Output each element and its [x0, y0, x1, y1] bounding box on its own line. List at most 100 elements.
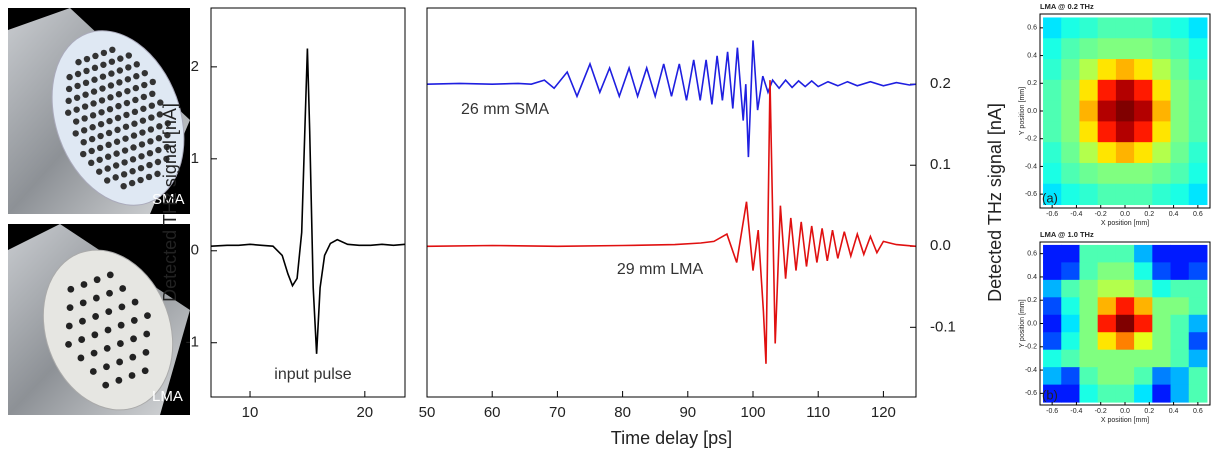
hole — [141, 367, 149, 375]
hole — [112, 162, 120, 169]
hole — [82, 91, 89, 98]
heat-cell — [1097, 121, 1117, 143]
heat-cell — [1170, 183, 1190, 206]
heat-cell — [1152, 244, 1172, 263]
heat-cell — [1043, 349, 1062, 368]
hole — [163, 143, 171, 151]
heat-cell — [1115, 59, 1135, 81]
heat-cell — [1170, 59, 1190, 81]
heat-cell — [1079, 59, 1099, 81]
hole — [90, 100, 97, 107]
heat-cell — [1188, 38, 1208, 60]
hole — [67, 285, 75, 293]
heat-cell — [1170, 367, 1190, 386]
heat-cell — [1134, 367, 1153, 386]
x-tick-label: 10 — [242, 404, 259, 421]
hole — [100, 49, 108, 57]
heat-cell — [1079, 314, 1099, 333]
heat-cell — [1152, 142, 1172, 164]
heat-cell — [1188, 59, 1208, 81]
heat-cell — [1152, 17, 1172, 39]
hole — [133, 61, 140, 68]
heat-cell — [1061, 279, 1080, 298]
y-tick-label: -0.2 — [1025, 136, 1037, 143]
heat-cell — [1097, 384, 1117, 403]
x-tick-label: 0.4 — [1169, 211, 1179, 218]
heat-cell — [1079, 79, 1099, 102]
hole — [99, 73, 107, 80]
hole — [74, 82, 81, 90]
heat-cell — [1152, 314, 1172, 333]
hole — [133, 73, 140, 80]
heat-cell — [1188, 349, 1208, 368]
hole — [116, 67, 124, 74]
series-label: 29 mm LMA — [617, 261, 704, 278]
heat-cell — [1097, 367, 1117, 386]
hole — [146, 149, 154, 157]
heat-cell — [1170, 79, 1190, 102]
heat-cell — [1097, 100, 1117, 122]
heat-cell — [1061, 17, 1080, 39]
hole — [131, 120, 138, 127]
annotation: input pulse — [274, 366, 351, 383]
heat-cell — [1079, 367, 1099, 386]
heat-cell — [1043, 38, 1062, 60]
x-tick-label: -0.4 — [1070, 408, 1082, 415]
hole — [117, 321, 125, 329]
heat-cell — [1097, 17, 1117, 39]
hole — [116, 340, 124, 347]
hole — [65, 340, 72, 348]
hole — [148, 114, 155, 121]
heat-cell — [1097, 332, 1117, 351]
x-tick-label: 120 — [871, 404, 896, 421]
x-tick-label: 0.2 — [1144, 408, 1154, 415]
heat-cell — [1152, 384, 1172, 403]
heat-cell — [1097, 59, 1117, 81]
hole — [91, 331, 99, 339]
hole — [138, 153, 145, 160]
heat-cell — [1152, 121, 1172, 143]
hole — [82, 79, 90, 87]
hole — [88, 135, 96, 143]
heat-cell — [1061, 79, 1080, 102]
hole — [141, 81, 148, 89]
hole — [100, 61, 107, 68]
heat-cell — [1061, 332, 1080, 351]
hole — [80, 127, 88, 134]
hole — [91, 76, 98, 83]
heat-cell — [1170, 384, 1190, 403]
x-tick-label: 0.4 — [1169, 408, 1179, 415]
hole — [103, 363, 110, 371]
heat-cell — [1079, 121, 1099, 143]
plot-frame — [426, 7, 917, 398]
hole — [97, 120, 105, 128]
hole — [132, 96, 139, 104]
heat-cell — [1134, 142, 1153, 164]
heat-cell — [1115, 349, 1135, 368]
hole — [73, 94, 81, 101]
heat-cell — [1152, 183, 1172, 206]
heat-cell — [1079, 142, 1099, 164]
heat-cell — [1061, 314, 1080, 333]
hole — [124, 76, 132, 83]
heat-cell — [1170, 349, 1190, 368]
heat-cell — [1152, 59, 1172, 81]
hole — [106, 117, 113, 125]
heat-cell — [1079, 38, 1099, 60]
hole — [137, 164, 145, 172]
x-tick-label: -0.2 — [1095, 408, 1107, 415]
hole — [66, 73, 73, 81]
x-axis-label: Time delay [ps] — [611, 428, 732, 448]
heat-cell — [1188, 100, 1208, 122]
hole — [105, 129, 113, 137]
x-tick-label: 100 — [740, 404, 765, 421]
hole — [81, 103, 89, 110]
hole — [92, 52, 99, 60]
hole — [113, 150, 120, 157]
heat-cell — [1115, 367, 1135, 386]
heat-cell — [1170, 314, 1190, 333]
hole — [119, 285, 127, 292]
hole — [89, 112, 97, 119]
heat-cell — [1170, 262, 1190, 281]
heat-cell — [1061, 100, 1080, 122]
